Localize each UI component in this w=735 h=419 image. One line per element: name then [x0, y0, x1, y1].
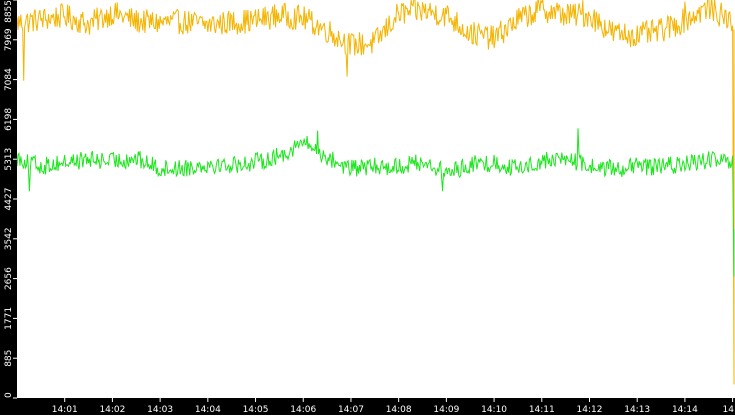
x-tick-label: 14 — [723, 405, 735, 415]
x-tick-label: 14:09 — [433, 405, 459, 415]
x-tick-label: 14:05 — [243, 405, 269, 415]
y-axis-ticks: 0 885 1771 2656 3542 4427 5313 6198 7084 7969 8855 — [4, 0, 17, 399]
x-tick-label: 14:07 — [338, 405, 364, 415]
plot-area — [17, 0, 735, 398]
x-tick-label: 14:12 — [577, 405, 603, 415]
x-axis-band — [0, 398, 735, 415]
x-tick-label: 14:04 — [195, 405, 221, 415]
y-tick-label: 3542 — [4, 227, 14, 250]
y-tick-label: 1771 — [4, 307, 14, 330]
x-tick-label: 14:13 — [624, 405, 650, 415]
x-tick-label: 14:10 — [481, 405, 507, 415]
y-tick-label: 7969 — [4, 28, 14, 51]
y-axis-band — [0, 0, 17, 415]
x-tick-label: 14:01 — [52, 405, 78, 415]
x-tick-label: 14:02 — [99, 405, 125, 415]
series-line-1 — [16, 0, 735, 385]
y-tick-label: 4427 — [4, 188, 14, 211]
y-tick-label: 8855 — [4, 0, 14, 23]
x-tick-label: 14:08 — [386, 405, 412, 415]
series-layer — [16, 0, 735, 385]
y-tick-label: 7084 — [4, 68, 14, 91]
y-tick-label: 6198 — [4, 108, 14, 131]
series-line-2 — [16, 128, 735, 277]
x-tick-label: 14:11 — [529, 405, 555, 415]
y-tick-label: 0 — [4, 392, 14, 398]
y-tick-label: 5313 — [4, 148, 14, 171]
y-tick-label: 885 — [4, 350, 14, 367]
x-tick-label: 14:03 — [147, 405, 173, 415]
x-tick-label: 14:06 — [290, 405, 316, 415]
y-tick-label: 2656 — [4, 267, 14, 290]
x-tick-label: 14:14 — [672, 405, 698, 415]
x-axis-ticks: 14:01 14:02 14:03 14:04 14:05 14:06 14:07 14:08… — [52, 398, 735, 415]
